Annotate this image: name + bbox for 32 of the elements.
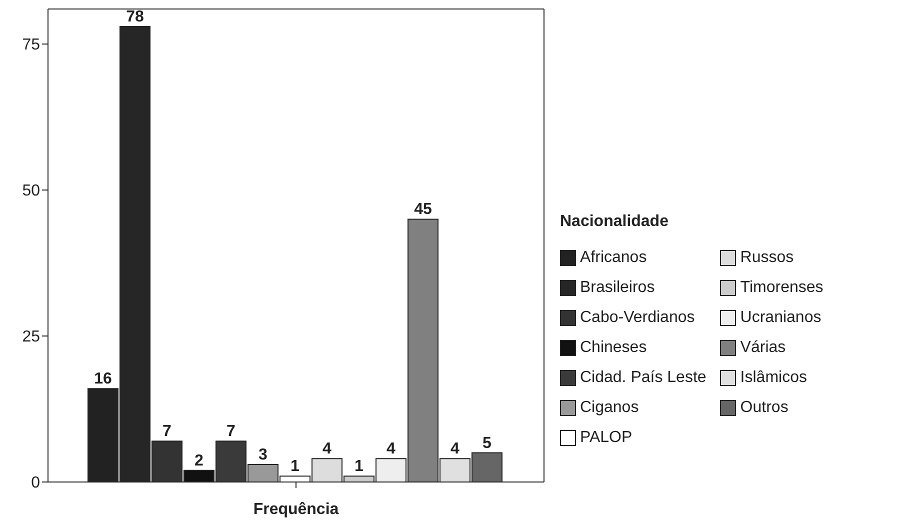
legend-label: Cidad. País Leste [580,369,706,387]
data-label: 7 [226,423,236,440]
legend-label: Timorenses [740,279,824,297]
data-label: 4 [450,440,460,458]
y-tick-label: 25 [22,328,40,346]
x-axis-title: Frequência [253,501,339,518]
data-label: 4 [322,440,332,458]
data-label: 7 [162,423,172,440]
legend-label: Russos [740,249,794,267]
legend-title: Nacionalidade [560,213,670,231]
data-label: 4 [386,440,396,458]
legend-label: Cabo-Verdianos [580,309,695,327]
legend-label: Várias [740,339,786,357]
legend-label: Outros [740,399,788,417]
legend-label: Ucranianos [740,309,822,327]
data-label: 3 [258,446,268,464]
y-tick-label: 0 [31,474,40,492]
data-label: 45 [414,201,432,218]
legend-label: Islâmicos [740,369,807,387]
y-tick-label: 75 [22,36,40,54]
legend-label: Chineses [580,339,647,357]
y-tick-label: 50 [22,182,40,200]
data-label: 1 [354,458,364,476]
data-label: 1 [290,458,300,476]
data-label: 5 [482,434,492,452]
data-label: 78 [126,8,144,26]
legend-label: Ciganos [580,399,639,417]
data-label: 16 [94,370,112,388]
data-label: 2 [194,452,204,470]
legend-label: PALOP [580,429,632,447]
legend-label: Brasileiros [580,279,655,297]
legend-label: Africanos [580,249,647,267]
